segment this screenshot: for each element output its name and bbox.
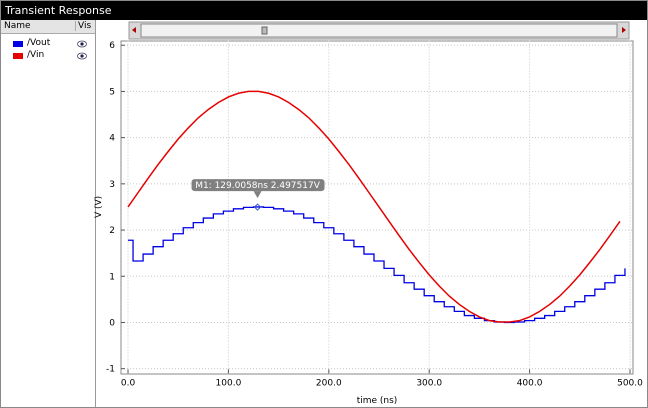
window-title: Transient Response bbox=[1, 1, 647, 20]
y-tick-label: 2 bbox=[109, 226, 115, 236]
x-tick-label: 400.0 bbox=[517, 378, 543, 388]
x-tick-label: 100.0 bbox=[216, 378, 242, 388]
legend-entry[interactable]: /Vin bbox=[1, 50, 95, 62]
y-tick-label: 3 bbox=[109, 180, 115, 190]
x-tick-label: 200.0 bbox=[316, 378, 342, 388]
legend: /Vout/Vin bbox=[1, 34, 95, 62]
y-axis-label: V (V) bbox=[94, 196, 104, 218]
legend-label: /Vout bbox=[27, 38, 51, 48]
x-axis-label: time (ns) bbox=[357, 396, 398, 406]
eye-pupil bbox=[80, 54, 84, 58]
marker-pointer bbox=[253, 191, 262, 199]
name-header: Name bbox=[4, 21, 31, 31]
plot-area bbox=[120, 40, 634, 375]
x-tick-label: 500.0 bbox=[617, 378, 643, 388]
overview-right-arrow[interactable] bbox=[622, 27, 626, 33]
y-tick-label: 5 bbox=[109, 87, 115, 97]
signal-panel: Name Vis /Vout/Vin bbox=[1, 20, 96, 407]
series-line bbox=[128, 206, 626, 324]
x-tick-label: 0.0 bbox=[121, 378, 136, 388]
y-tick-label: -1 bbox=[106, 365, 115, 375]
marker-callout bbox=[191, 179, 325, 192]
eye-pupil bbox=[80, 42, 84, 46]
legend-entry[interactable]: /Vout bbox=[1, 38, 95, 50]
y-tick-label: 6 bbox=[109, 41, 115, 51]
legend-swatch bbox=[13, 41, 23, 47]
x-tick-label: 300.0 bbox=[416, 378, 442, 388]
overview-left-arrow[interactable] bbox=[132, 27, 136, 33]
panel-header: Name Vis bbox=[1, 20, 95, 34]
visibility-toggle[interactable] bbox=[77, 52, 87, 60]
marker-point bbox=[253, 203, 262, 211]
overview-window[interactable] bbox=[140, 23, 618, 38]
marker-label: M1: 129.0058ns 2.497517V bbox=[195, 181, 321, 191]
legend-swatch bbox=[13, 53, 23, 59]
series-line bbox=[127, 90, 621, 323]
y-tick-label: 1 bbox=[109, 272, 115, 282]
vis-header: Vis bbox=[75, 21, 91, 31]
y-tick-label: 4 bbox=[109, 134, 115, 144]
y-tick-label: 0 bbox=[109, 318, 115, 328]
legend-label: /Vin bbox=[27, 50, 45, 60]
overview-thumb[interactable] bbox=[261, 26, 268, 35]
visibility-toggle[interactable] bbox=[77, 40, 87, 48]
